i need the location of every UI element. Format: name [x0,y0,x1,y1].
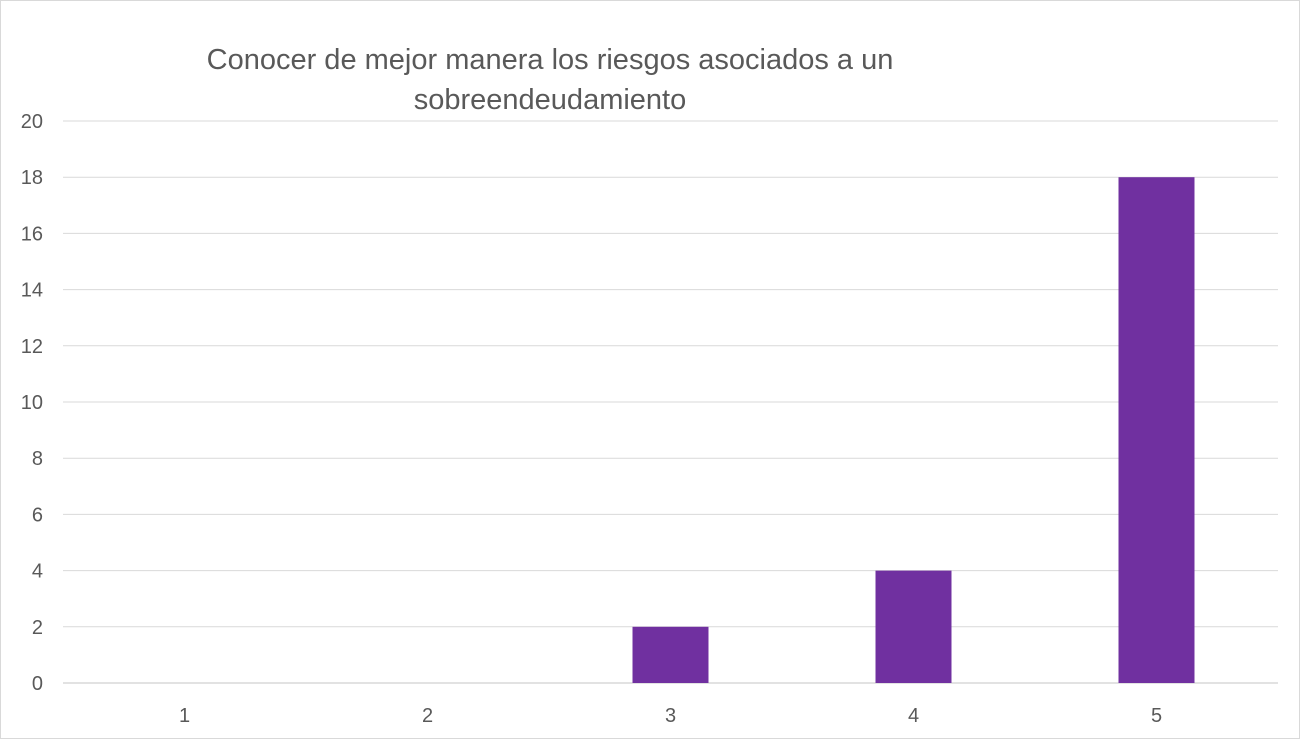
y-tick-label: 16 [21,223,43,245]
bars [632,177,1195,683]
x-axis-ticks: 1 2 3 4 5 [179,705,1162,727]
chart-title: Conocer de mejor manera los riesgos asoc… [206,44,894,116]
gridlines [63,120,1278,684]
x-tick-label: 2 [422,705,433,727]
bar-5 [1118,177,1195,683]
x-tick-label: 3 [665,705,676,727]
y-tick-label: 18 [21,167,43,189]
y-tick-label: 14 [21,280,43,302]
x-tick-label: 5 [1151,705,1162,727]
bar-4 [875,570,952,683]
y-tick-label: 0 [32,673,43,695]
y-axis-ticks: 0 2 4 6 8 10 12 14 16 18 20 [21,111,43,695]
y-tick-label: 8 [32,448,43,470]
x-tick-label: 4 [908,705,919,727]
bar-3 [632,626,709,683]
y-tick-label: 2 [32,617,43,639]
y-tick-label: 20 [21,111,43,133]
y-tick-label: 4 [32,561,43,583]
x-tick-label: 1 [179,705,190,727]
y-tick-label: 6 [32,504,43,526]
y-tick-label: 10 [21,392,43,414]
y-tick-label: 12 [21,336,43,358]
